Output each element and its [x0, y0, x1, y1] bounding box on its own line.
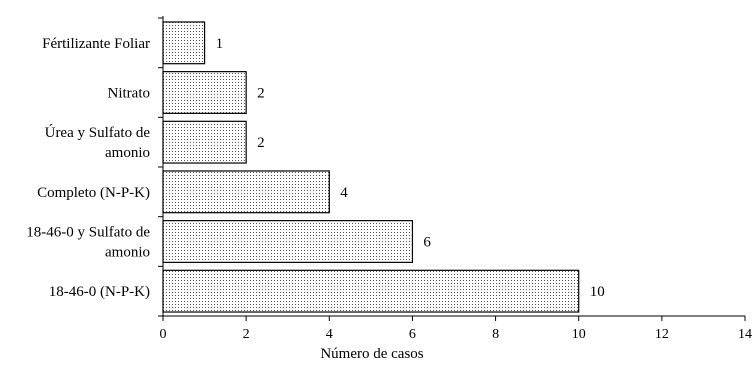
x-tick-label: 2 [243, 327, 250, 342]
data-label: 2 [257, 86, 265, 102]
bar [162, 170, 330, 214]
x-tick-label: 14 [738, 327, 752, 342]
x-axis-title: Número de casos [320, 346, 423, 362]
x-axis: 0 2 4 6 8 10 12 14 [158, 16, 752, 342]
x-tick-label: 10 [572, 327, 586, 342]
bar [162, 120, 247, 164]
bar [162, 269, 580, 313]
x-tick-label: 8 [492, 327, 499, 342]
data-label: 2 [257, 135, 265, 151]
category-label: Completo (N-P-K) [37, 185, 150, 201]
bar [162, 21, 206, 65]
category-label: Fértilizante Foliar [42, 36, 150, 52]
data-label: 6 [423, 235, 431, 251]
category-label: 18-46-0 (N-P-K) [49, 284, 150, 300]
data-label: 1 [216, 36, 224, 52]
data-label: 10 [590, 284, 605, 300]
x-tick-label: 0 [160, 327, 167, 342]
x-tick-label: 4 [326, 327, 333, 342]
bar [162, 220, 414, 263]
category-label: 18-46-0 y Sulfato de amonio [26, 225, 150, 261]
x-tick-label: 6 [409, 327, 416, 342]
category-labels: Fértilizante Foliar Nitrato Úrea y Sulfato… [26, 36, 150, 300]
category-label: Nitrato [108, 86, 151, 102]
x-tick-label: 12 [655, 327, 669, 342]
bars-layer: 1 2 2 4 6 10 [162, 21, 605, 313]
data-label: 4 [340, 185, 348, 201]
bar [162, 71, 247, 114]
category-label: Úrea y Sulfato de amonio [45, 124, 151, 161]
